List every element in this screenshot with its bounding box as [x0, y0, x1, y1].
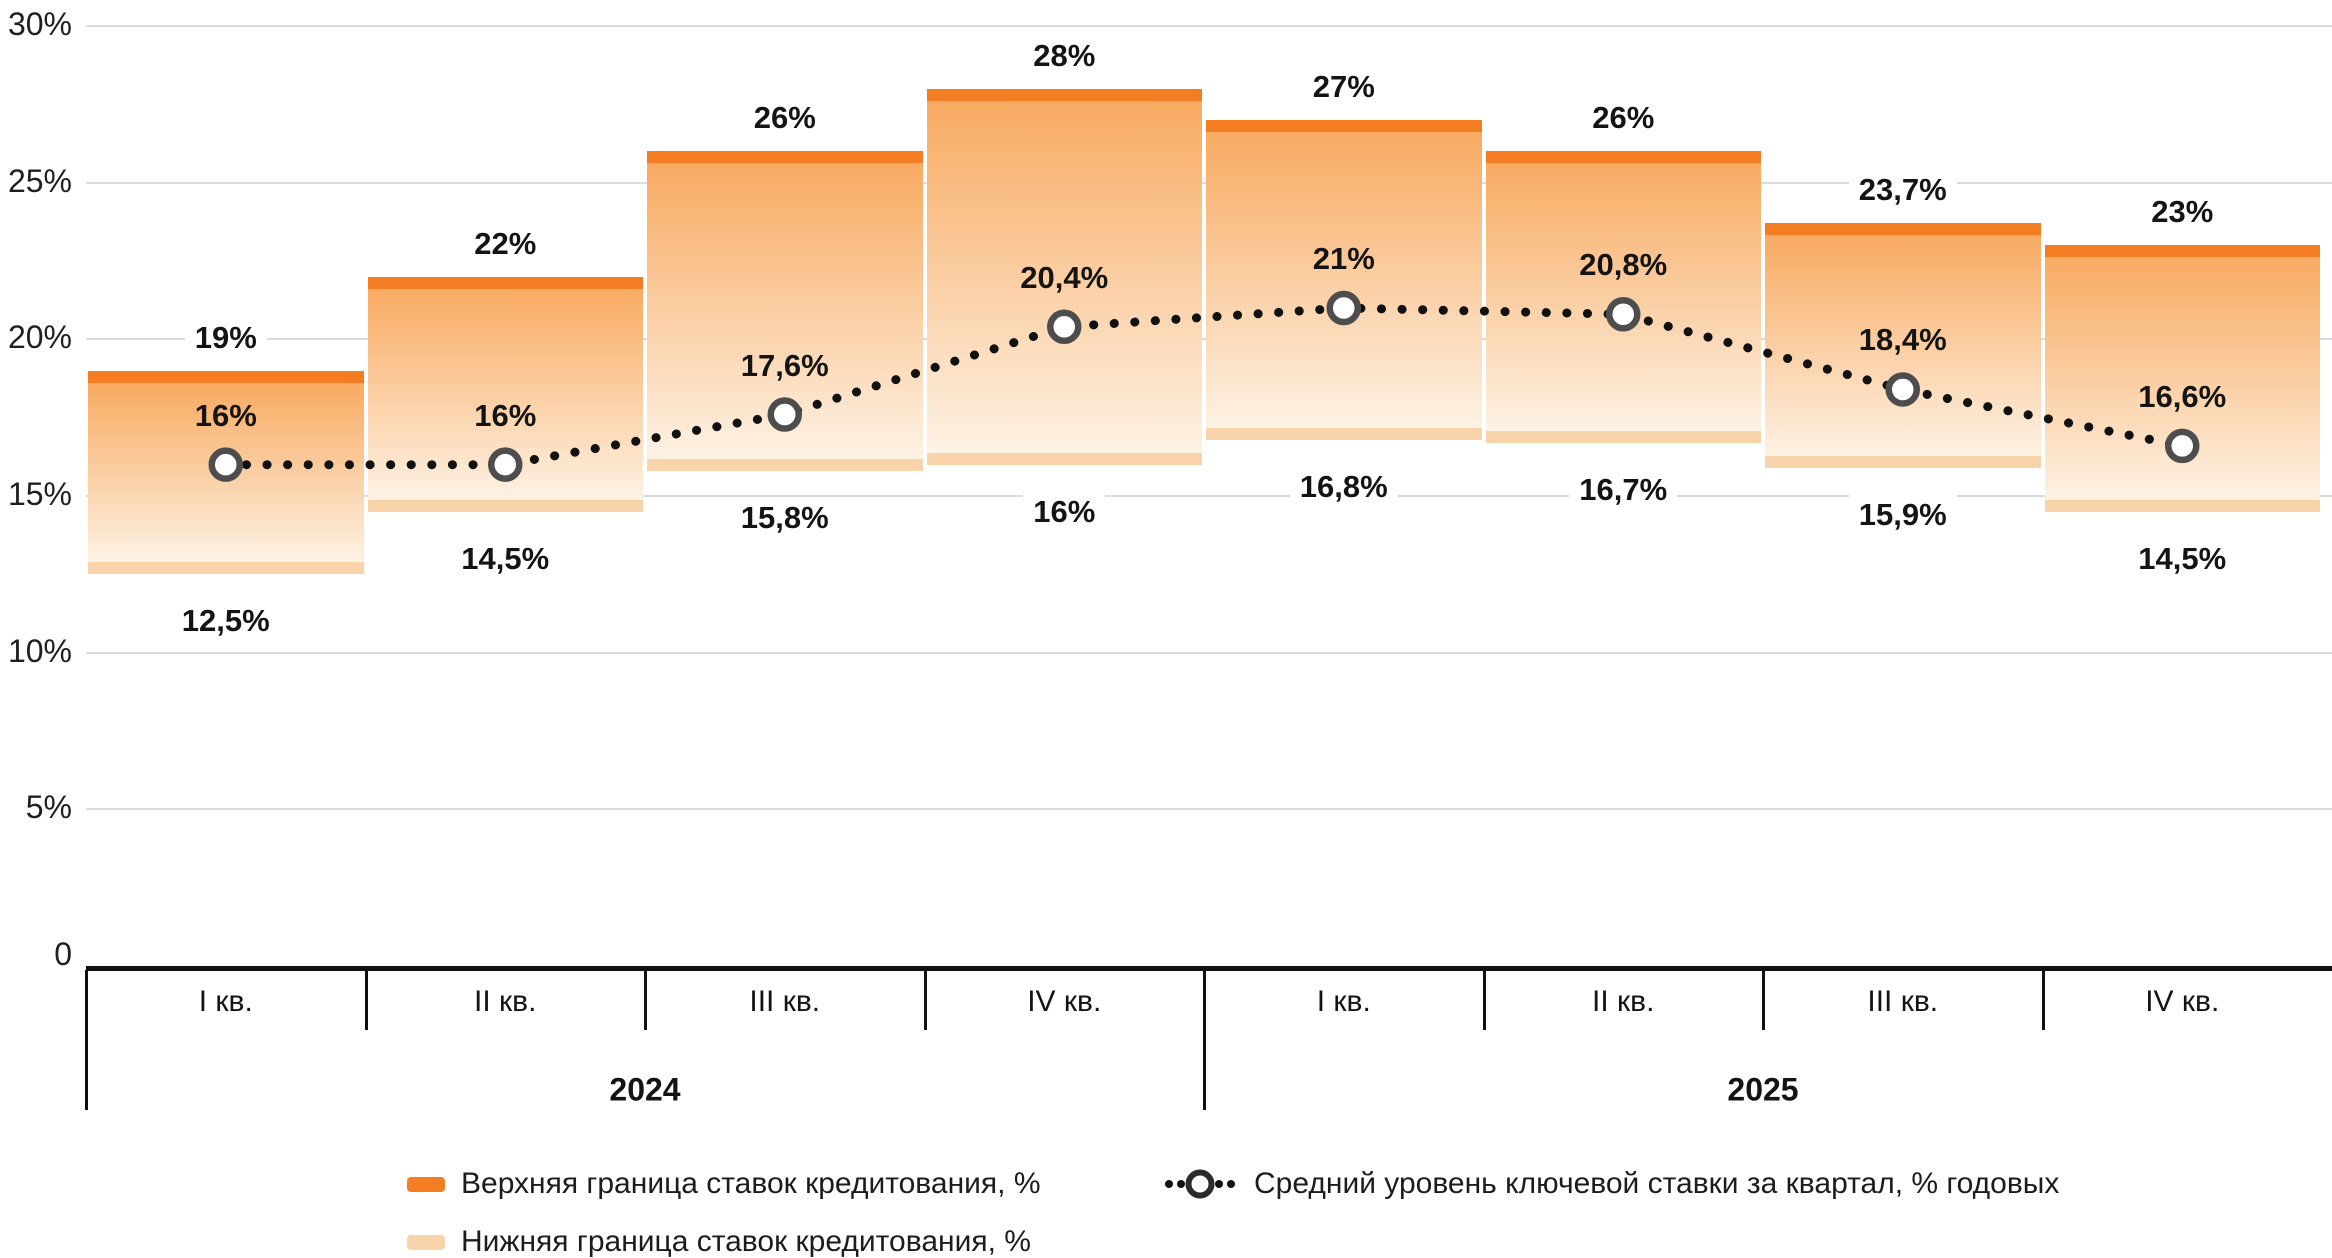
axis-quarter-tick	[1482, 970, 1486, 1030]
legend-label-lower-bound: Нижняя граница ставок кредитования, %	[461, 1225, 1031, 1258]
upper-bound-label: 19%	[184, 317, 267, 358]
lower-bound-cap	[1765, 455, 2041, 468]
axis-group-separator	[85, 970, 88, 1110]
axis-quarter-tick	[2041, 970, 2045, 1030]
axis-quarter-tick	[364, 970, 368, 1030]
x-tick-label-q6: II кв.	[1592, 985, 1655, 1018]
key-rate-label: 16%	[194, 397, 257, 433]
dotted-open-circle-icon	[1165, 1169, 1235, 1199]
legend-item-upper-bound: Верхняя граница ставок кредитования, %	[407, 1166, 1041, 1202]
upper-bound-label: 23,7%	[1848, 170, 1957, 211]
x-tick-label-q3: III кв.	[749, 985, 821, 1018]
year-label-2025: 2025	[1727, 1071, 1799, 1108]
upper-bound-cap	[367, 276, 643, 289]
legend-item-key-rate: Средний уровень ключевой ставки за кварт…	[1162, 1166, 2059, 1202]
lower-bound-label: 14,5%	[2128, 538, 2237, 579]
legend-label-key-rate: Средний уровень ключевой ставки за кварт…	[1254, 1167, 2060, 1200]
bar-gradient-body	[367, 288, 643, 500]
upper-bound-label: 23%	[2141, 192, 2224, 233]
upper-bound-cap	[1765, 223, 2041, 236]
key-rate-label: 16,6%	[2138, 378, 2227, 414]
bar-gradient-body	[1206, 132, 1482, 428]
range-bar-q3	[647, 151, 923, 471]
y-tick-label-0: 0	[54, 936, 72, 972]
lower-bound-swatch-icon	[407, 1234, 445, 1250]
bar-gradient-body	[647, 163, 923, 459]
axis-quarter-tick	[923, 970, 927, 1030]
x-tick-label-q8: IV кв.	[2145, 985, 2220, 1018]
y-tick-label-20: 20%	[7, 319, 72, 356]
upper-bound-cap	[2044, 245, 2320, 258]
lower-bound-label: 15,8%	[730, 497, 839, 538]
key-rate-label: 21%	[1312, 241, 1375, 276]
x-tick-label-q4: IV кв.	[1027, 985, 1102, 1018]
lower-bound-label: 12,5%	[171, 601, 280, 642]
lower-bound-cap	[367, 499, 643, 512]
gridline-30	[86, 25, 2332, 27]
x-tick-label-q1: I кв.	[198, 985, 253, 1018]
gridline-15	[86, 495, 2332, 497]
axis-group-separator	[1203, 970, 1206, 1110]
y-tick-label-25: 25%	[7, 162, 72, 199]
upper-bound-swatch-icon	[407, 1176, 445, 1192]
x-axis-baseline	[86, 966, 2332, 971]
lower-bound-label: 16,7%	[1569, 469, 1678, 510]
key-rate-label: 16%	[474, 397, 537, 433]
key-rate-label: 17,6%	[740, 347, 829, 383]
lower-bound-label: 15,9%	[1848, 494, 1957, 535]
gridline-10	[86, 651, 2332, 654]
lower-bound-label: 16%	[1023, 491, 1106, 532]
y-tick-label-10: 10%	[7, 632, 72, 669]
upper-bound-cap	[926, 88, 1202, 101]
key-rate-label: 18,4%	[1858, 322, 1947, 358]
upper-bound-cap	[1485, 151, 1761, 164]
upper-bound-label: 26%	[1582, 98, 1665, 139]
range-bar-q5	[1206, 120, 1482, 440]
lower-bound-cap	[2044, 499, 2320, 512]
key-rate-label: 20,4%	[1020, 259, 1109, 295]
year-label-2024: 2024	[609, 1071, 681, 1108]
bar-gradient-body	[1485, 163, 1761, 431]
lower-bound-cap	[647, 458, 923, 471]
lower-bound-cap	[1485, 430, 1761, 443]
axis-quarter-tick	[1762, 970, 1765, 1030]
upper-bound-label: 27%	[1302, 67, 1385, 107]
y-tick-label-30: 30%	[7, 6, 72, 42]
key-rate-label: 20,8%	[1579, 247, 1668, 283]
legend-label-upper-bound: Верхняя граница ставок кредитования, %	[461, 1167, 1041, 1200]
lower-bound-label: 14,5%	[451, 538, 560, 579]
lower-bound-cap	[88, 562, 364, 575]
gridline-5	[86, 808, 2332, 811]
upper-bound-label: 28%	[1023, 35, 1106, 76]
upper-bound-cap	[88, 370, 364, 383]
x-tick-label-q2: II кв.	[474, 985, 537, 1018]
lower-bound-cap	[1206, 427, 1482, 440]
upper-bound-label: 26%	[743, 98, 826, 139]
lower-bound-label: 16,8%	[1289, 466, 1398, 507]
lower-bound-cap	[926, 452, 1202, 465]
x-tick-label-q7: III кв.	[1867, 985, 1939, 1018]
legend-item-lower-bound: Нижняя граница ставок кредитования, %	[407, 1224, 1031, 1258]
y-tick-label-15: 15%	[7, 476, 72, 512]
axis-quarter-tick	[644, 970, 647, 1030]
range-bar-q6	[1485, 151, 1761, 443]
upper-bound-label: 22%	[464, 223, 547, 264]
range-bar-q2	[367, 276, 643, 512]
y-tick-label-5: 5%	[25, 789, 72, 826]
upper-bound-cap	[1206, 120, 1482, 132]
upper-bound-cap	[647, 151, 923, 164]
x-tick-label-q5: I кв.	[1316, 985, 1371, 1018]
